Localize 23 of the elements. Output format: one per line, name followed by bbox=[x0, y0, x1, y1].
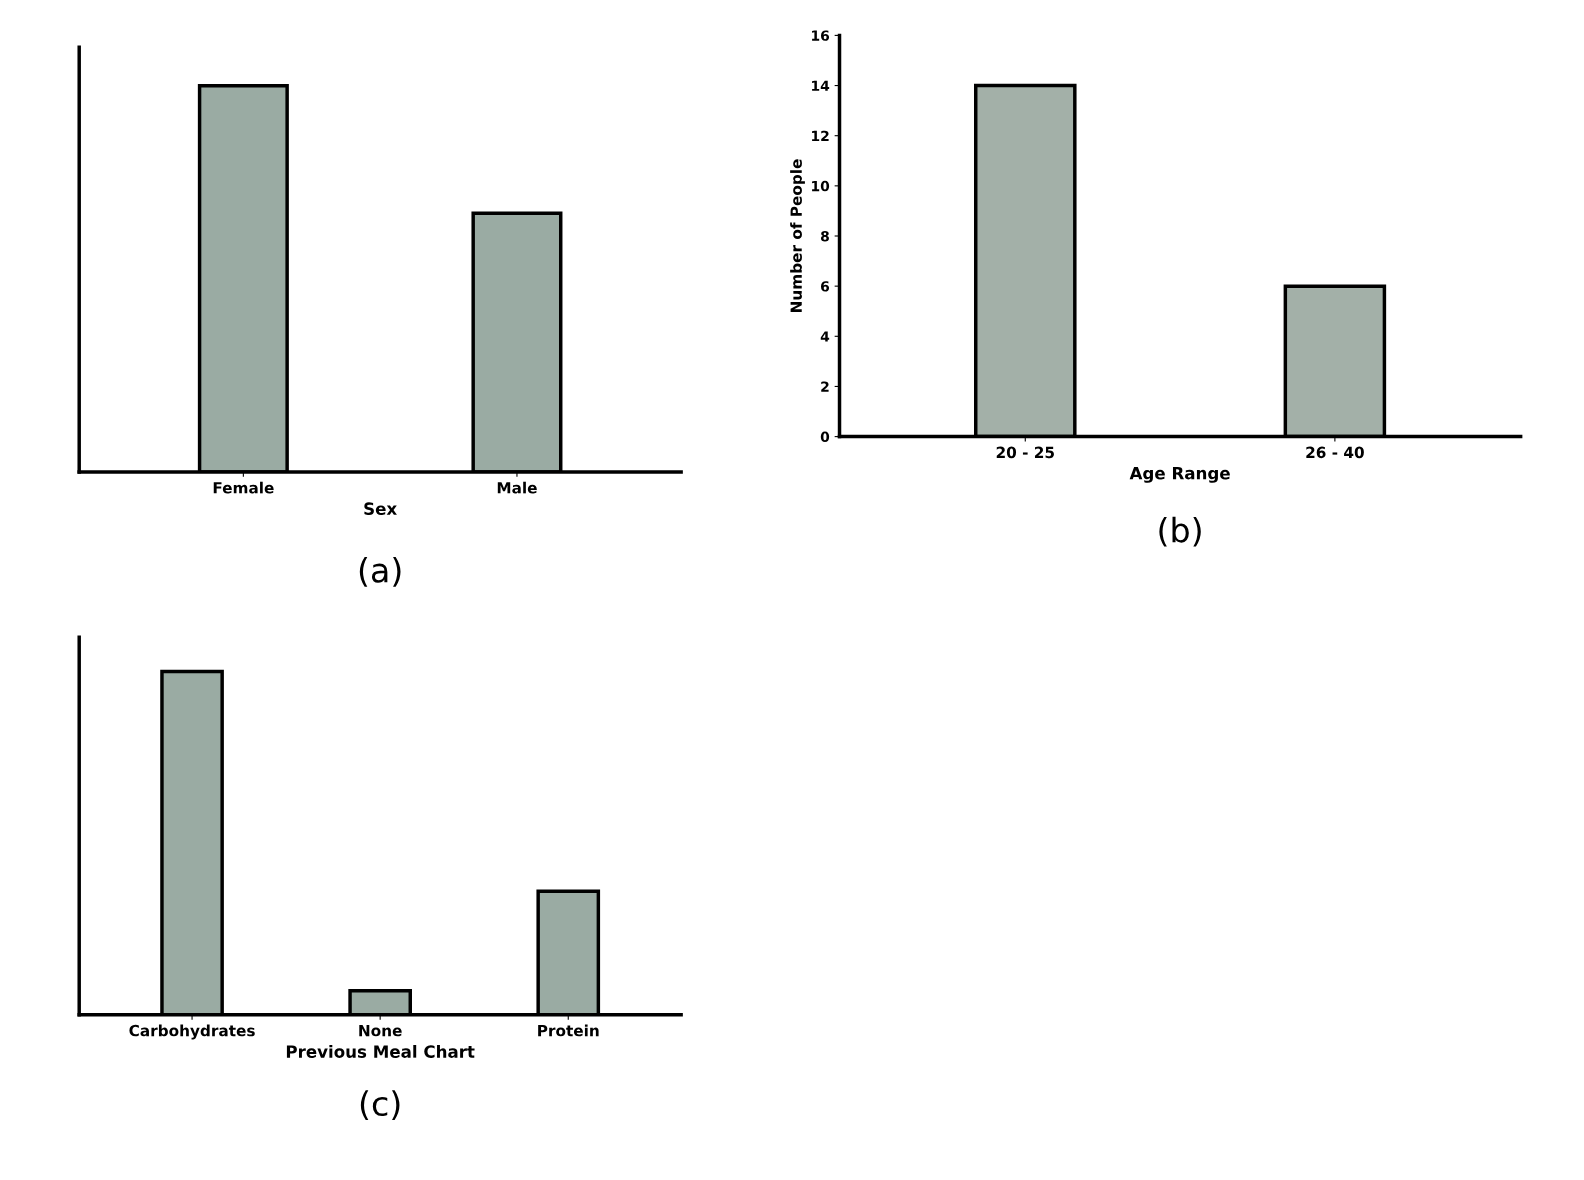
text: (a) bbox=[359, 557, 401, 587]
x-axis-title: Age Range bbox=[1129, 467, 1230, 483]
y-tick-label: 16 bbox=[812, 30, 830, 41]
x-tick-label: Female bbox=[213, 481, 274, 494]
x-tick-label: 26 - 40 bbox=[1306, 446, 1364, 459]
y-tick-label: 10 bbox=[812, 180, 830, 192]
y-tick-label: 12 bbox=[812, 130, 829, 141]
x-tick-label: Male bbox=[497, 481, 537, 494]
x-tick-label: None bbox=[359, 1024, 402, 1037]
x-tick-label: Carbohydrates bbox=[129, 1024, 255, 1040]
x-axis-title: Previous Meal Chart bbox=[286, 1044, 475, 1058]
text: (b) bbox=[1159, 516, 1201, 547]
y-tick-label: 2 bbox=[821, 381, 829, 392]
x-tick-label: 20 - 25 bbox=[996, 446, 1054, 459]
y-tick-label: 4 bbox=[820, 331, 830, 342]
y-tick-label: 6 bbox=[821, 281, 830, 292]
y-tick-label: 14 bbox=[812, 80, 830, 91]
y-axis-title: Number of People bbox=[790, 159, 805, 312]
y-tick-label: 0 bbox=[820, 431, 830, 443]
x-axis-title: Sex bbox=[364, 502, 397, 515]
text: (c) bbox=[360, 1090, 400, 1121]
x-tick-label: Protein bbox=[538, 1024, 599, 1037]
y-tick-label: 8 bbox=[820, 230, 829, 242]
